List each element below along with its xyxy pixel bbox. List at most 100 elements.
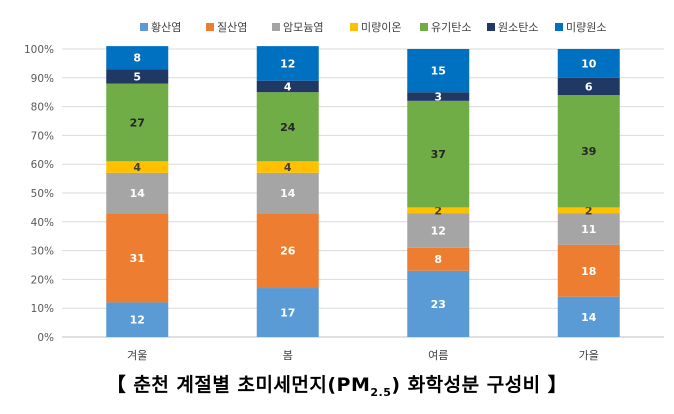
bar-segment [407, 213, 470, 248]
legend-swatch [272, 23, 280, 31]
bar-segment [106, 161, 169, 173]
bar-segment [407, 270, 470, 337]
legend-item: 미량원소 [555, 21, 606, 34]
x-tick-label: 여름 [428, 349, 448, 362]
data-label: 14 [581, 311, 597, 324]
bar-segment [407, 49, 470, 93]
legend: 황산염 질산염 암모늄염 미량이온 유기탄소 원소탄소 미량원소 [140, 21, 606, 34]
legend-label: 미량이온 [361, 21, 401, 34]
bar-stack-2: 17 26 14 4 24 4 12 [256, 46, 319, 337]
data-label: 8 [133, 52, 141, 65]
y-tick-label: 20% [31, 274, 54, 286]
data-label: 24 [280, 121, 296, 134]
legend-swatch [206, 23, 214, 31]
data-label: 4 [133, 161, 141, 174]
bar-segment [106, 69, 169, 84]
bar-segment [557, 296, 620, 337]
legend-swatch [487, 23, 495, 31]
bar-segment [106, 213, 169, 303]
bar-stack-4: 14 18 11 2 39 6 10 [557, 49, 620, 337]
bar-segment [256, 46, 319, 81]
bar-segment [557, 95, 620, 208]
y-tick-label: 50% [31, 188, 54, 200]
bar-segment [557, 244, 620, 297]
data-label: 12 [280, 57, 295, 70]
data-label: 2 [585, 204, 593, 217]
data-label: 26 [280, 245, 296, 258]
data-label: 8 [434, 253, 442, 266]
y-tick-label: 80% [31, 102, 54, 114]
data-label: 4 [284, 161, 292, 174]
bar-segment [557, 207, 620, 214]
data-label: 11 [581, 223, 596, 236]
stacked-bar-chart: 황산염 질산염 암모늄염 미량이온 유기탄소 원소탄소 미량원소 0%10%20%30%40… [24, 21, 664, 362]
legend-item: 유기탄소 [420, 21, 471, 34]
data-label: 14 [280, 187, 296, 200]
bar-segment [407, 100, 470, 208]
legend-swatch [555, 23, 563, 31]
legend-item: 암모늄염 [272, 21, 323, 34]
bar-segment [256, 92, 319, 162]
data-label: 12 [431, 224, 446, 237]
y-tick-label: 100% [24, 44, 54, 56]
bar-segment [256, 213, 319, 289]
legend-label: 유기탄소 [431, 21, 471, 34]
legend-swatch [420, 23, 428, 31]
bar-segment [407, 207, 470, 214]
legend-label: 질산염 [217, 21, 247, 34]
y-tick-label: 0% [37, 332, 54, 344]
legend-label: 암모늄염 [283, 21, 323, 34]
bar-segment [557, 77, 620, 96]
x-tick-label: 가을 [579, 349, 599, 362]
y-tick-label: 10% [31, 303, 54, 315]
bar-segment [557, 213, 620, 245]
data-label: 17 [280, 307, 295, 320]
bar-segment [407, 92, 470, 101]
y-axis: 0% 10% 20% 30% 40% 50% 60% 70% 80% 90% 100% [24, 44, 54, 344]
bar-stack-3: 23 8 12 2 37 3 15 [407, 49, 470, 337]
legend-swatch [350, 23, 358, 31]
caption-suffix: ) 화학성분 구성비 】 [391, 374, 568, 396]
legend-label: 황산염 [151, 21, 181, 34]
data-label: 31 [130, 252, 145, 265]
data-label: 5 [133, 70, 141, 83]
y-tick-label: 30% [31, 246, 54, 258]
bar-segment [256, 80, 319, 93]
chart-caption: 【 춘천 계절별 초미세먼지(PM2.5) 화학성분 구성비 】 [0, 370, 674, 399]
data-label: 12 [130, 314, 145, 327]
y-tick-label: 70% [31, 130, 54, 142]
data-label: 23 [431, 298, 446, 311]
data-label: 37 [431, 148, 446, 161]
legend-item: 원소탄소 [487, 21, 538, 34]
bar-segment [106, 46, 169, 70]
bars: 1231144275817261442441223812237315141811… [106, 46, 620, 337]
legend-item: 미량이온 [350, 21, 401, 34]
data-label: 10 [581, 57, 597, 70]
caption-subscript: 2.5 [370, 385, 392, 399]
data-label: 3 [434, 91, 442, 104]
data-label: 6 [585, 80, 593, 93]
bar-segment [407, 247, 470, 271]
data-label: 27 [130, 116, 145, 129]
bar-segment [106, 172, 169, 214]
y-tick-label: 60% [31, 159, 54, 171]
x-tick-label: 봄 [283, 349, 293, 362]
legend-item: 황산염 [140, 21, 181, 34]
data-label: 15 [431, 65, 446, 78]
x-axis: 겨울 봄 여름 가을 [127, 349, 599, 362]
legend-label: 원소탄소 [498, 21, 538, 34]
bar-segment [256, 172, 319, 214]
bar-segment [106, 302, 169, 337]
bar-segment [106, 83, 169, 162]
bar-segment [256, 161, 319, 173]
legend-swatch [140, 23, 148, 31]
data-label: 2 [434, 204, 442, 217]
data-label: 14 [130, 187, 146, 200]
y-tick-label: 40% [31, 217, 54, 229]
caption-prefix: 【 춘천 계절별 초미세먼지(PM [106, 374, 371, 396]
data-label: 39 [581, 145, 596, 158]
data-label: 18 [581, 265, 596, 278]
bar-stack-1: 12 31 14 4 27 5 8 [106, 46, 169, 337]
y-tick-label: 90% [31, 73, 54, 85]
x-tick-label: 겨울 [127, 349, 147, 362]
